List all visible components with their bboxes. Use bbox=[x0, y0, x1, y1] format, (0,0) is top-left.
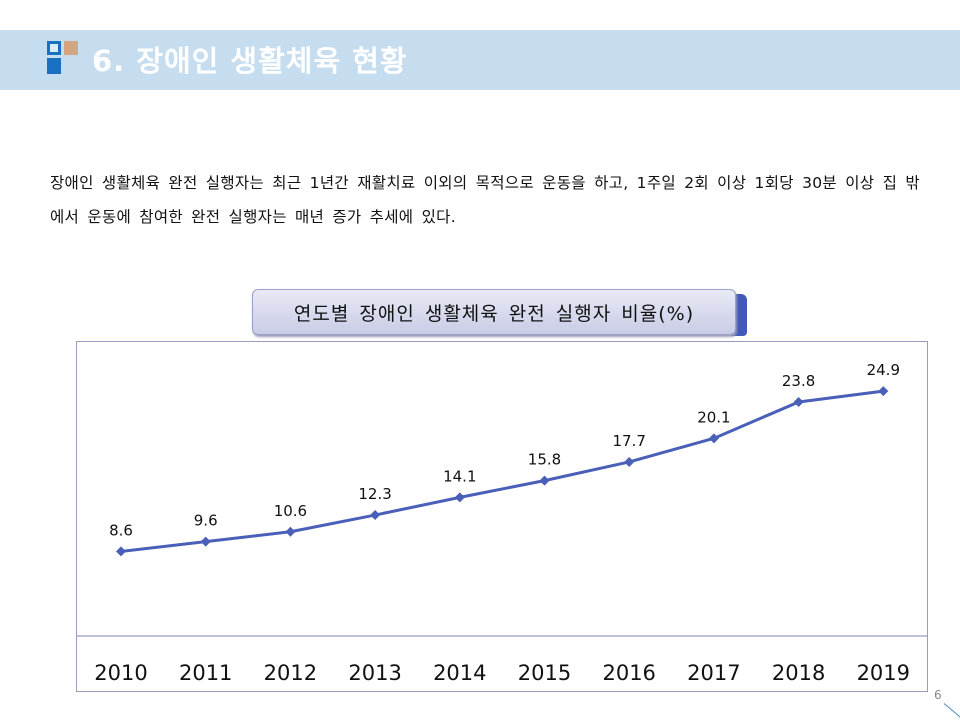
data-label: 23.8 bbox=[782, 372, 815, 390]
data-point-marker bbox=[116, 546, 126, 557]
body-paragraph: 장애인 생활체육 완전 실행자는 최근 1년간 재활치료 이외의 목적으로 운동… bbox=[50, 174, 920, 226]
x-tick-label: 2012 bbox=[264, 661, 317, 685]
page-title: 6. 장애인 생활체육 현황 bbox=[92, 44, 408, 78]
series-line bbox=[120, 389, 884, 553]
logo-square-blue bbox=[47, 58, 61, 74]
data-point-marker bbox=[878, 386, 889, 397]
data-point-marker bbox=[708, 433, 719, 444]
data-point-marker bbox=[285, 526, 296, 537]
logo-square-tan bbox=[64, 41, 78, 55]
data-point-marker bbox=[624, 456, 635, 467]
line-chart: 8.6 9.6 10.6 12.3 14.1 15.8 17.7 20.1 23.8 24.9 20… bbox=[76, 361, 928, 685]
data-label: 17.7 bbox=[612, 432, 645, 450]
chart-title: 연도별 장애인 생활체육 완전 실행자 비율(%) bbox=[252, 289, 736, 335]
data-label: 14.1 bbox=[443, 467, 476, 485]
x-tick-label: 2019 bbox=[857, 661, 910, 685]
x-tick-label: 2018 bbox=[772, 661, 825, 685]
chart-title-badge: 연도별 장애인 생활체육 완전 실행자 비율(%) bbox=[252, 289, 747, 338]
x-tick-label: 2011 bbox=[179, 661, 232, 685]
data-label: 20.1 bbox=[697, 408, 730, 426]
blue-squares-logo-icon bbox=[47, 41, 83, 77]
data-point-marker bbox=[454, 492, 465, 503]
data-point-marker bbox=[200, 536, 211, 547]
x-tick-label: 2016 bbox=[602, 661, 655, 685]
x-tick-label: 2014 bbox=[433, 661, 486, 685]
chart-frame bbox=[76, 341, 928, 692]
x-tick-label: 2015 bbox=[518, 661, 571, 685]
data-point-marker bbox=[793, 396, 804, 407]
corner-decoration bbox=[943, 703, 960, 720]
data-label: 15.8 bbox=[528, 451, 561, 469]
data-label: 10.6 bbox=[274, 502, 307, 520]
x-tick-label: 2013 bbox=[348, 661, 401, 685]
data-label: 24.9 bbox=[867, 361, 900, 379]
header-bar bbox=[0, 30, 960, 90]
logo-square-outline bbox=[47, 41, 61, 55]
data-label: 12.3 bbox=[358, 485, 391, 503]
data-point-marker bbox=[370, 510, 381, 521]
data-point-marker bbox=[539, 475, 550, 486]
page-number: 6 bbox=[934, 688, 942, 702]
x-tick-label: 2010 bbox=[94, 661, 147, 685]
data-label: 9.6 bbox=[194, 512, 218, 530]
x-tick-label: 2017 bbox=[687, 661, 740, 685]
data-label: 8.6 bbox=[109, 521, 133, 539]
